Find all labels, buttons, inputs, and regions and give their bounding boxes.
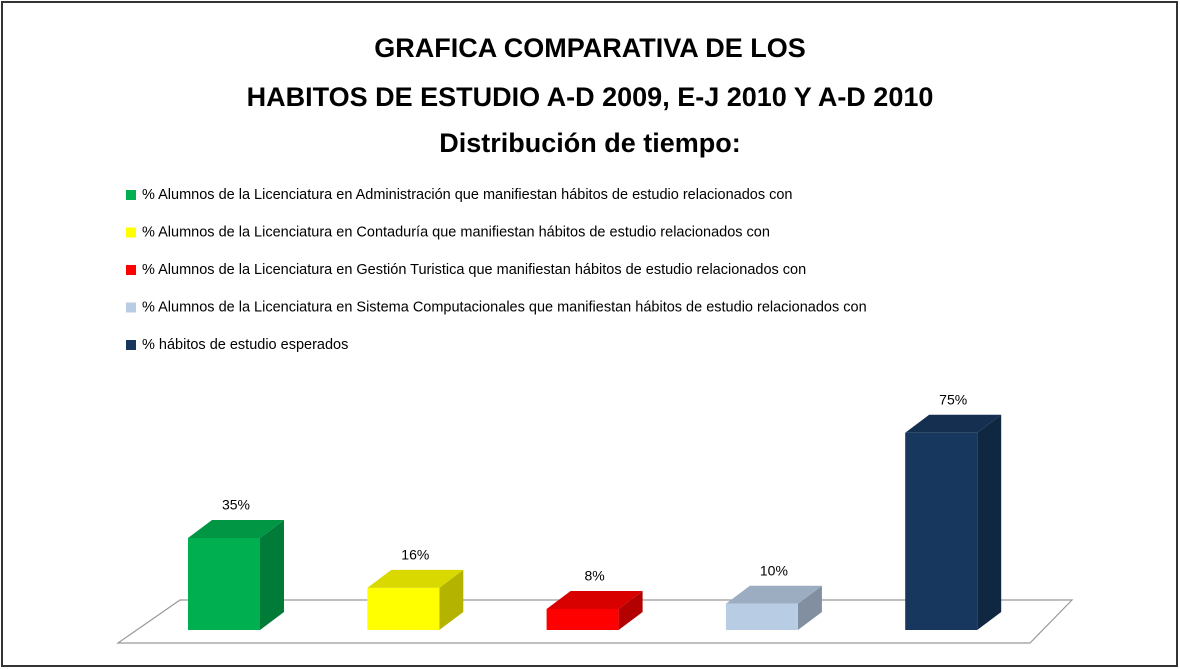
- bar-side: [618, 590, 643, 630]
- bar: [367, 587, 440, 630]
- bar-side: [977, 414, 1002, 630]
- data-label: 8%: [584, 568, 604, 584]
- legend-swatch: [126, 190, 136, 200]
- bar-top: [725, 585, 822, 604]
- bar: [725, 603, 798, 630]
- bar-top: [367, 569, 464, 588]
- legend-swatch: [126, 340, 136, 350]
- bar-top: [905, 414, 1002, 433]
- data-label: 10%: [760, 562, 788, 578]
- data-label: 16%: [401, 547, 429, 563]
- chart-title: Distribución de tiempo:: [439, 128, 741, 158]
- legend-swatch: [126, 265, 136, 275]
- bar: [188, 537, 260, 630]
- legend-label: % Alumnos de la Licenciatura en Contadur…: [142, 224, 770, 240]
- legend-swatch: [126, 302, 136, 313]
- chart-title: GRAFICA COMPARATIVA DE LOS: [374, 33, 806, 63]
- legend-label: % Alumnos de la Licenciatura en Administ…: [142, 187, 792, 203]
- bar-top: [188, 519, 284, 538]
- chart-title: HABITOS DE ESTUDIO A-D 2009, E-J 2010 Y …: [247, 82, 934, 112]
- bar-side: [439, 569, 464, 630]
- data-label: 75%: [939, 391, 967, 407]
- bar-top: [546, 590, 643, 609]
- legend-label: % Alumnos de la Licenciatura en Gestión …: [142, 262, 806, 278]
- legend-swatch: [126, 227, 136, 238]
- bar-side: [260, 519, 284, 630]
- data-label: 35%: [222, 497, 250, 513]
- legend-label: % Alumnos de la Licenciatura en Sistema …: [142, 299, 867, 315]
- bar: [905, 432, 978, 630]
- bar-side: [797, 585, 822, 630]
- legend-label: % hábitos de estudio esperados: [142, 337, 348, 353]
- bar: [546, 608, 619, 630]
- floor: [116, 599, 1074, 644]
